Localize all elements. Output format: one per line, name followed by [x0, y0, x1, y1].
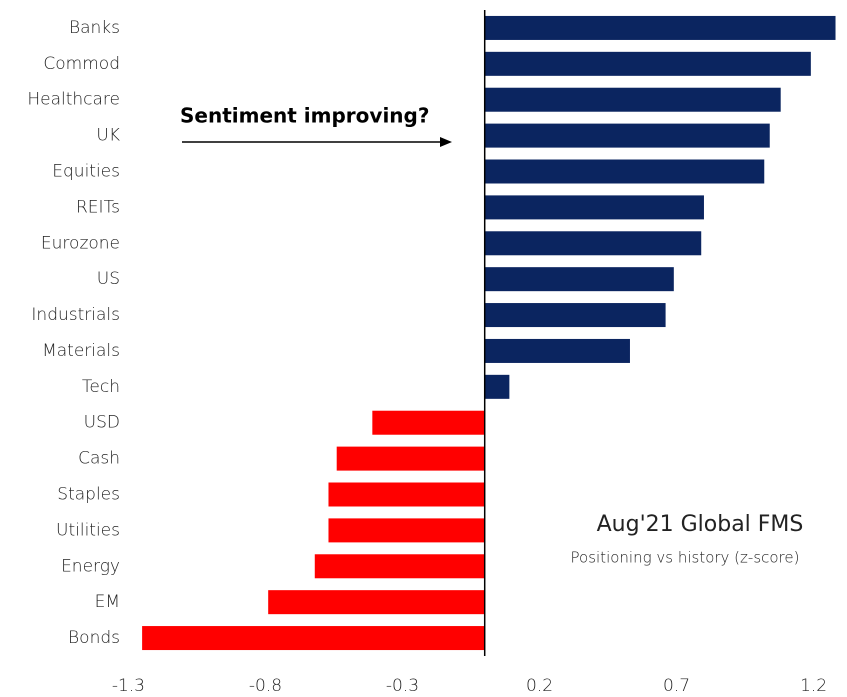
chart-title: Aug'21 Global FMS: [597, 512, 804, 537]
bar: [484, 267, 674, 292]
x-tick-label: 1.2: [800, 676, 827, 696]
bar: [484, 231, 702, 256]
bar: [484, 123, 770, 148]
y-tick-label: Healthcare: [27, 90, 120, 110]
y-tick-label: Banks: [69, 18, 120, 38]
bar: [268, 590, 485, 615]
y-tick-label: US: [97, 269, 120, 289]
bar: [372, 410, 485, 435]
y-tick-label: UK: [96, 126, 120, 146]
bar: [484, 15, 836, 40]
bar: [484, 159, 765, 184]
x-tick-label: 0.7: [663, 676, 690, 696]
y-tick-label: EM: [95, 592, 120, 612]
y-tick-label: Bonds: [68, 628, 120, 648]
x-tick-label: 0.2: [526, 676, 553, 696]
bar: [328, 482, 485, 507]
bar: [484, 374, 510, 399]
x-tick-label: -0.8: [249, 676, 282, 696]
bar: [314, 554, 485, 579]
x-tick-label: -0.3: [386, 676, 419, 696]
arrow-head: [440, 137, 452, 147]
bar: [484, 303, 666, 328]
y-tick-label: Commod: [43, 54, 120, 74]
y-tick-label: Tech: [82, 377, 120, 397]
y-tick-label: Cash: [78, 449, 120, 469]
chart-subtitle: Positioning vs history (z-score): [571, 549, 800, 567]
bar: [336, 446, 485, 471]
y-tick-label: USD: [84, 413, 120, 433]
bar: [484, 87, 781, 112]
annotation: Sentiment improving?: [180, 104, 429, 128]
y-tick-label: Materials: [42, 341, 120, 361]
bar: [328, 518, 485, 543]
y-tick-label: Staples: [57, 485, 120, 505]
y-tick-label: REITs: [76, 197, 120, 217]
y-tick-label: Utilities: [56, 520, 120, 540]
y-tick-label: Energy: [61, 556, 120, 576]
y-tick-label: Equities: [52, 162, 120, 182]
y-tick-label: Industrials: [31, 305, 120, 325]
bar: [142, 626, 485, 651]
bar: [484, 51, 811, 76]
bar: [484, 195, 704, 220]
x-tick-label: -1.3: [112, 676, 145, 696]
y-tick-label: Eurozone: [41, 233, 120, 253]
bar: [484, 338, 630, 363]
